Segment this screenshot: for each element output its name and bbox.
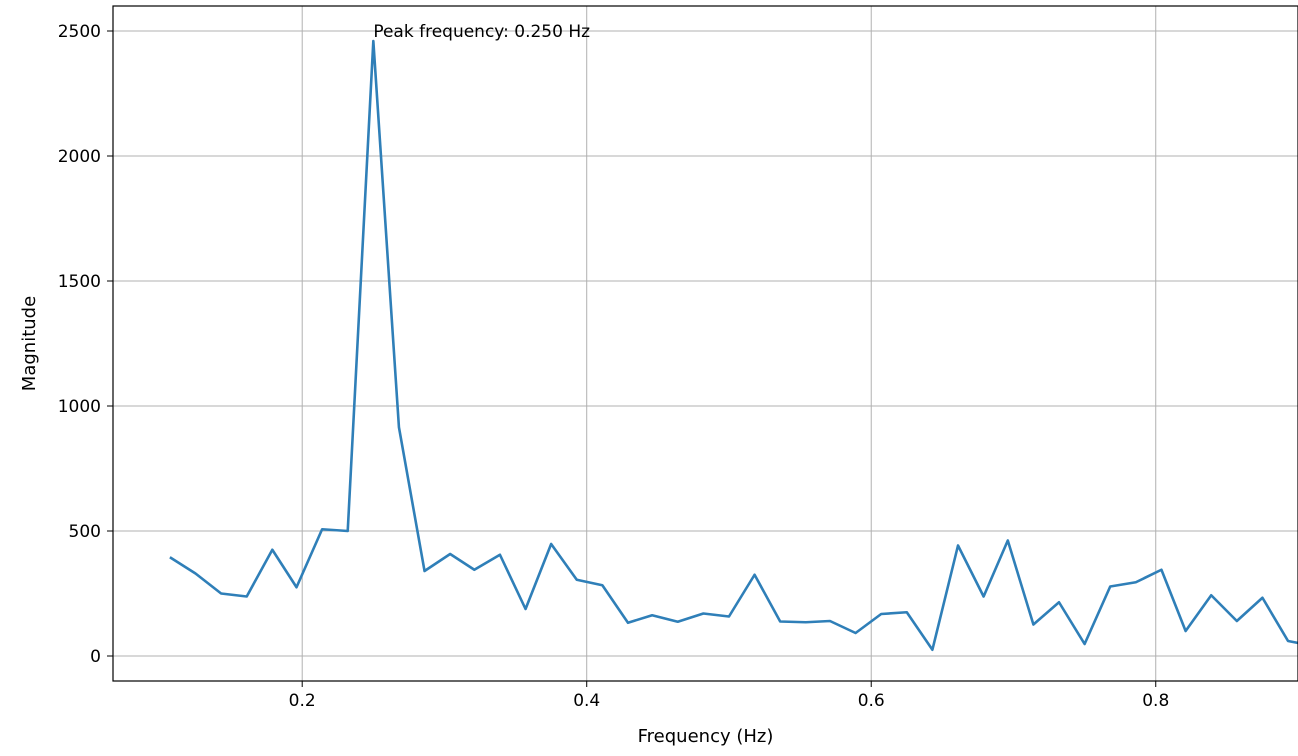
y-tick-label: 500 [69,522,101,542]
y-tick-label: 0 [90,647,101,667]
axis-ticks: 0.2 0.4 0.6 0.8 0 500 1000 1500 2000 2500 [58,22,1170,711]
y-axis-label: Magnitude [19,296,40,391]
axes-frame [112,5,1298,682]
x-axis-label: Frequency (Hz) [638,726,774,747]
y-tick-label: 2000 [58,147,101,167]
series-line-0 [169,39,1298,652]
x-tick-label: 0.2 [289,691,316,711]
y-tick-label: 1000 [58,397,101,417]
x-tick-label: 0.6 [858,691,885,711]
y-tick-label: 2500 [58,22,101,42]
grid-lines [113,6,1298,681]
x-tick-label: 0.4 [573,691,600,711]
x-tick-label: 0.8 [1142,691,1169,711]
plot-area [169,39,1298,652]
peak-frequency-annotation: Peak frequency: 0.250 Hz [373,22,590,42]
y-tick-label: 1500 [58,272,101,292]
